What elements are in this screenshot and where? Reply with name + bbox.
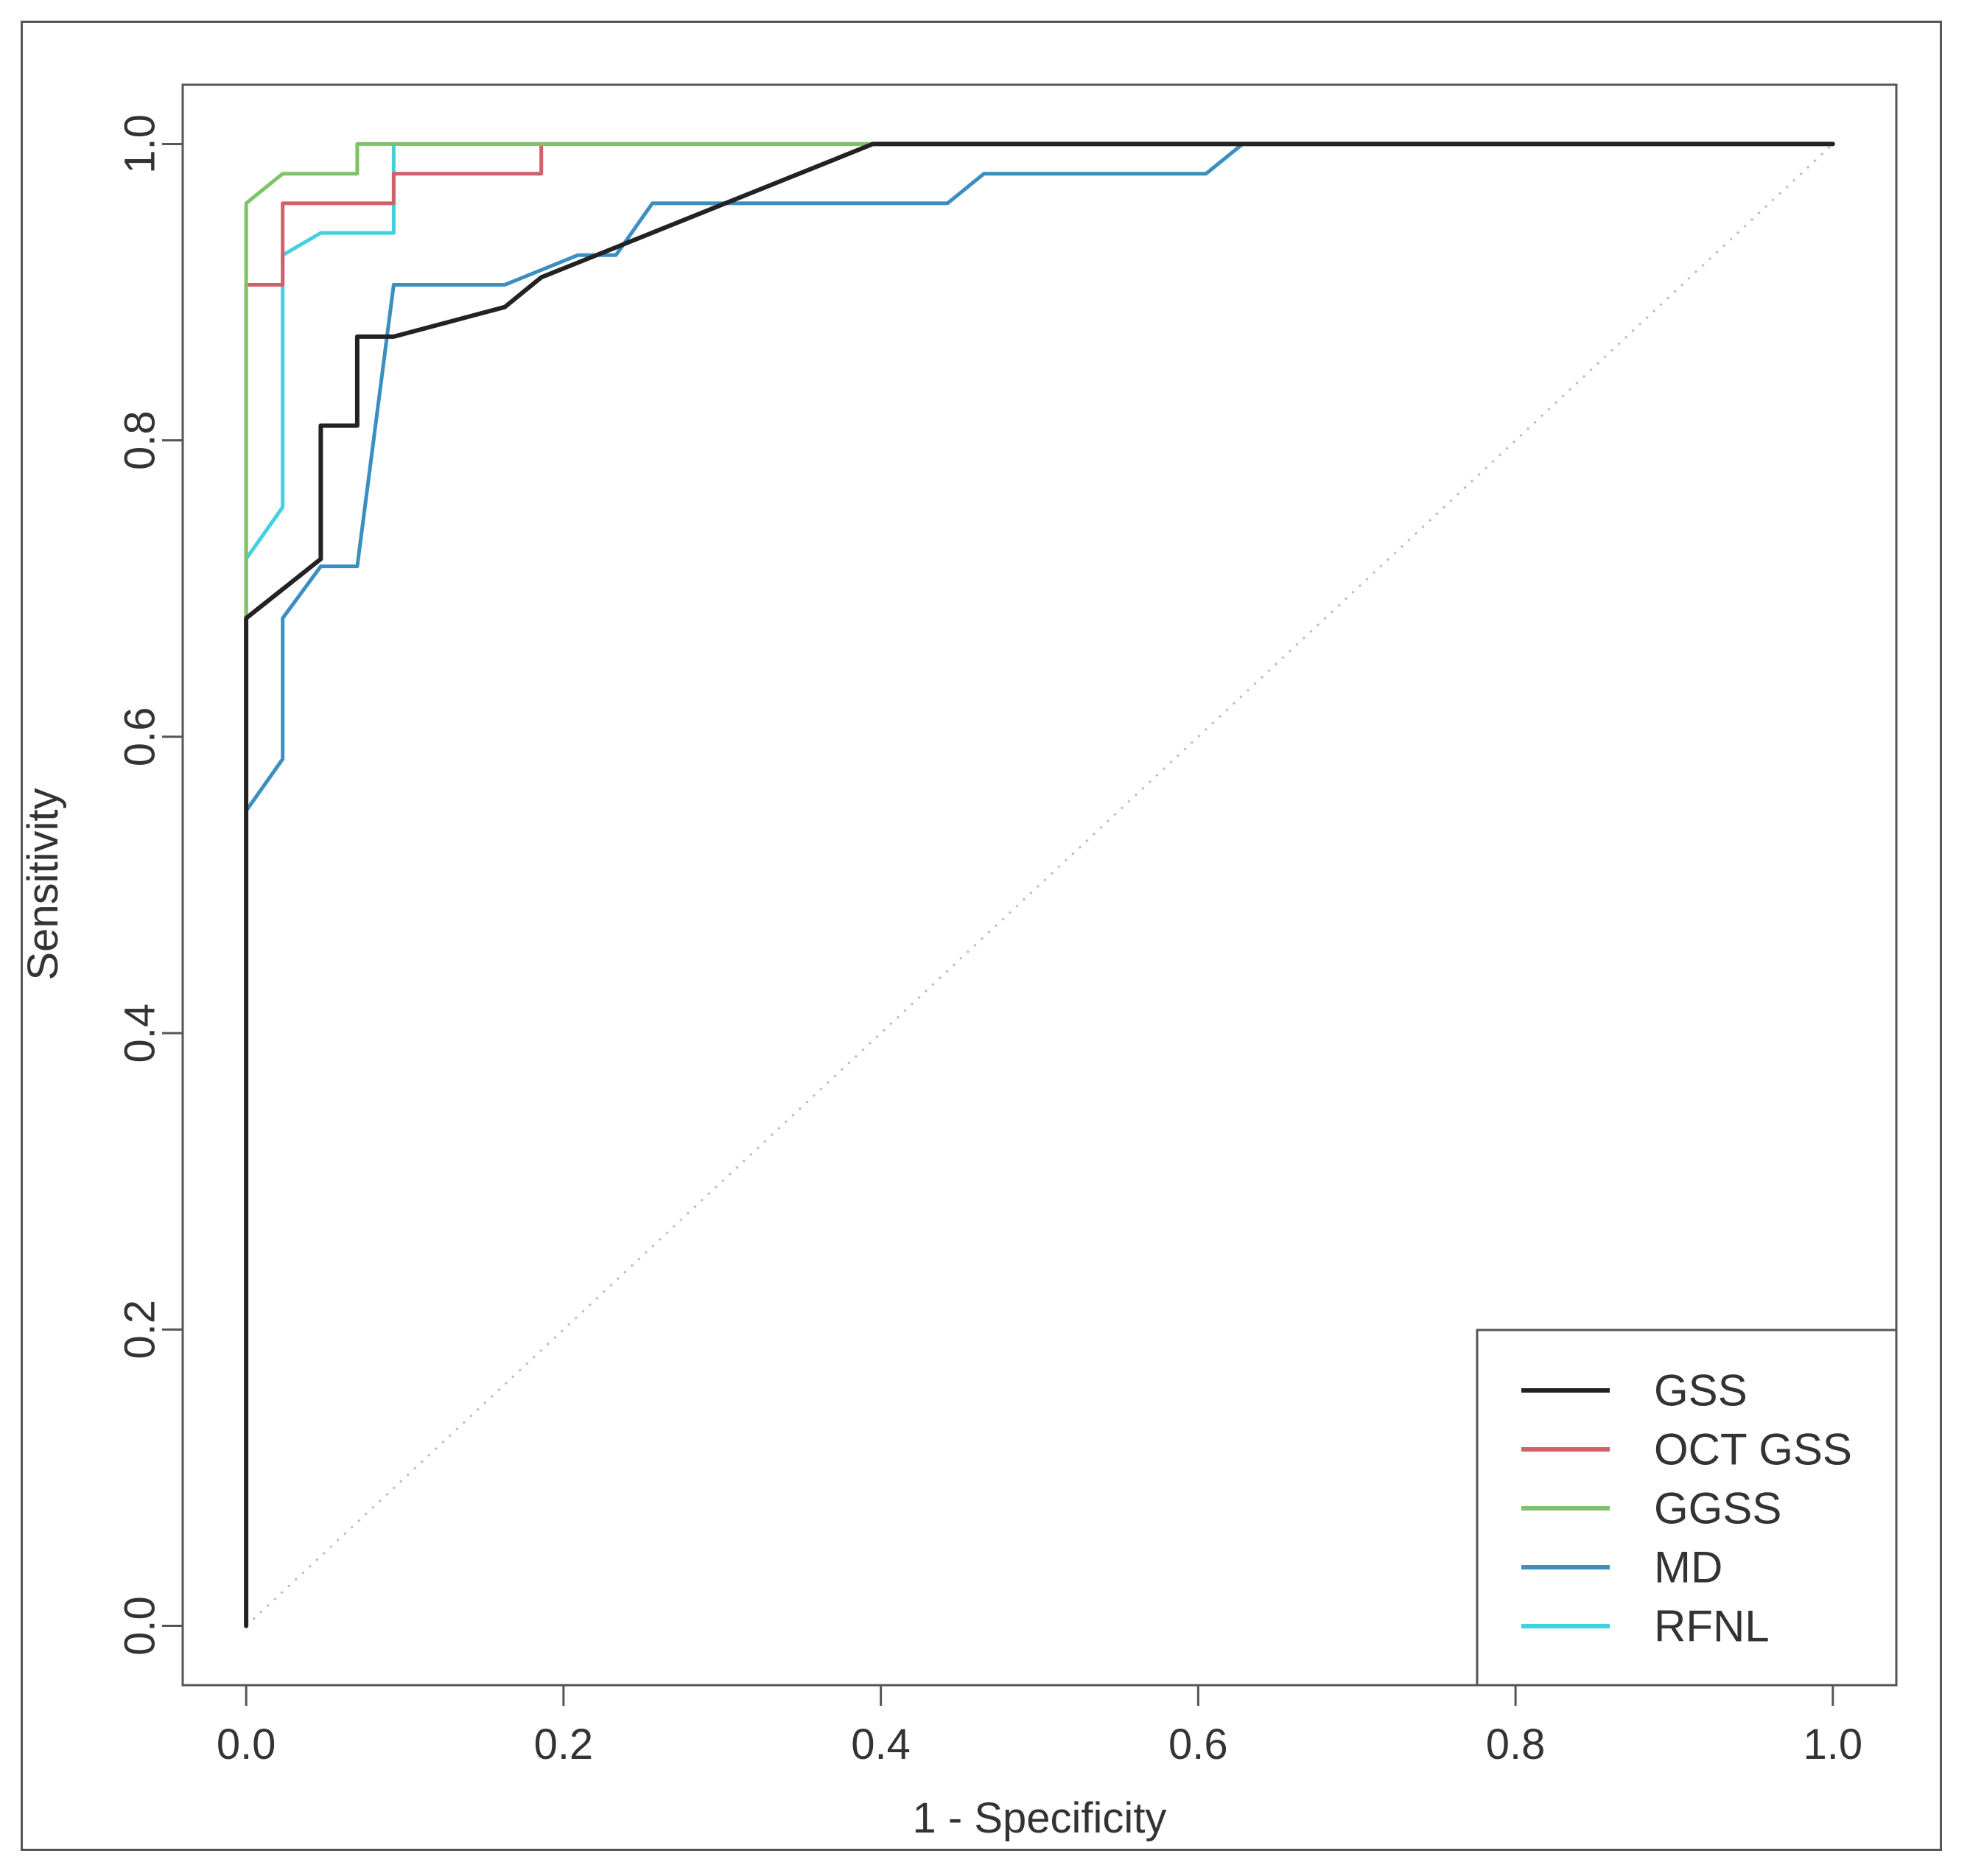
y-tick-label: 0.4 xyxy=(116,1004,164,1063)
y-axis-title: Sensitivity xyxy=(19,788,67,980)
series-layer xyxy=(244,141,1835,1628)
legend: GSS OCT GSS GGSS MD RFNL xyxy=(1476,1329,1898,1687)
x-tick-label: 1.0 xyxy=(1804,1721,1863,1768)
legend-label-gss: GSS xyxy=(1654,1366,1748,1415)
series-line-oct-gss xyxy=(244,141,1835,1628)
y-tick-label: 0.6 xyxy=(116,707,164,767)
y-tick-label: 0.0 xyxy=(116,1596,164,1656)
figure-frame xyxy=(21,21,1942,1851)
x-tick-label: 0.0 xyxy=(217,1721,276,1768)
series-line-rfnl xyxy=(244,141,1835,1598)
y-tick-label: 1.0 xyxy=(116,114,164,174)
y-tick-label: 0.8 xyxy=(116,410,164,470)
x-tick-label: 0.2 xyxy=(534,1721,594,1768)
y-axis: 0.0 0.2 0.4 0.6 0.8 1.0 xyxy=(116,114,184,1656)
x-axis-title: 1 - Specificity xyxy=(913,1794,1167,1842)
legend-label-rfnl: RFNL xyxy=(1654,1602,1770,1651)
legend-label-md: MD xyxy=(1654,1543,1722,1592)
series-line-md xyxy=(244,141,1835,1628)
series-line-gss xyxy=(244,141,1835,1628)
x-axis: 0.0 0.2 0.4 0.6 0.8 1.0 xyxy=(217,1684,1863,1768)
y-tick-label: 0.2 xyxy=(116,1300,164,1359)
legend-items: GSS OCT GSS GGSS MD RFNL xyxy=(1521,1366,1852,1651)
x-tick-label: 0.4 xyxy=(851,1721,911,1768)
x-tick-label: 0.8 xyxy=(1486,1721,1546,1768)
x-tick-label: 0.6 xyxy=(1168,1721,1228,1768)
legend-label-ggss: GGSS xyxy=(1654,1484,1781,1533)
series-line-ggss xyxy=(244,141,1835,1628)
legend-label-oct-gss: OCT GSS xyxy=(1654,1425,1852,1474)
